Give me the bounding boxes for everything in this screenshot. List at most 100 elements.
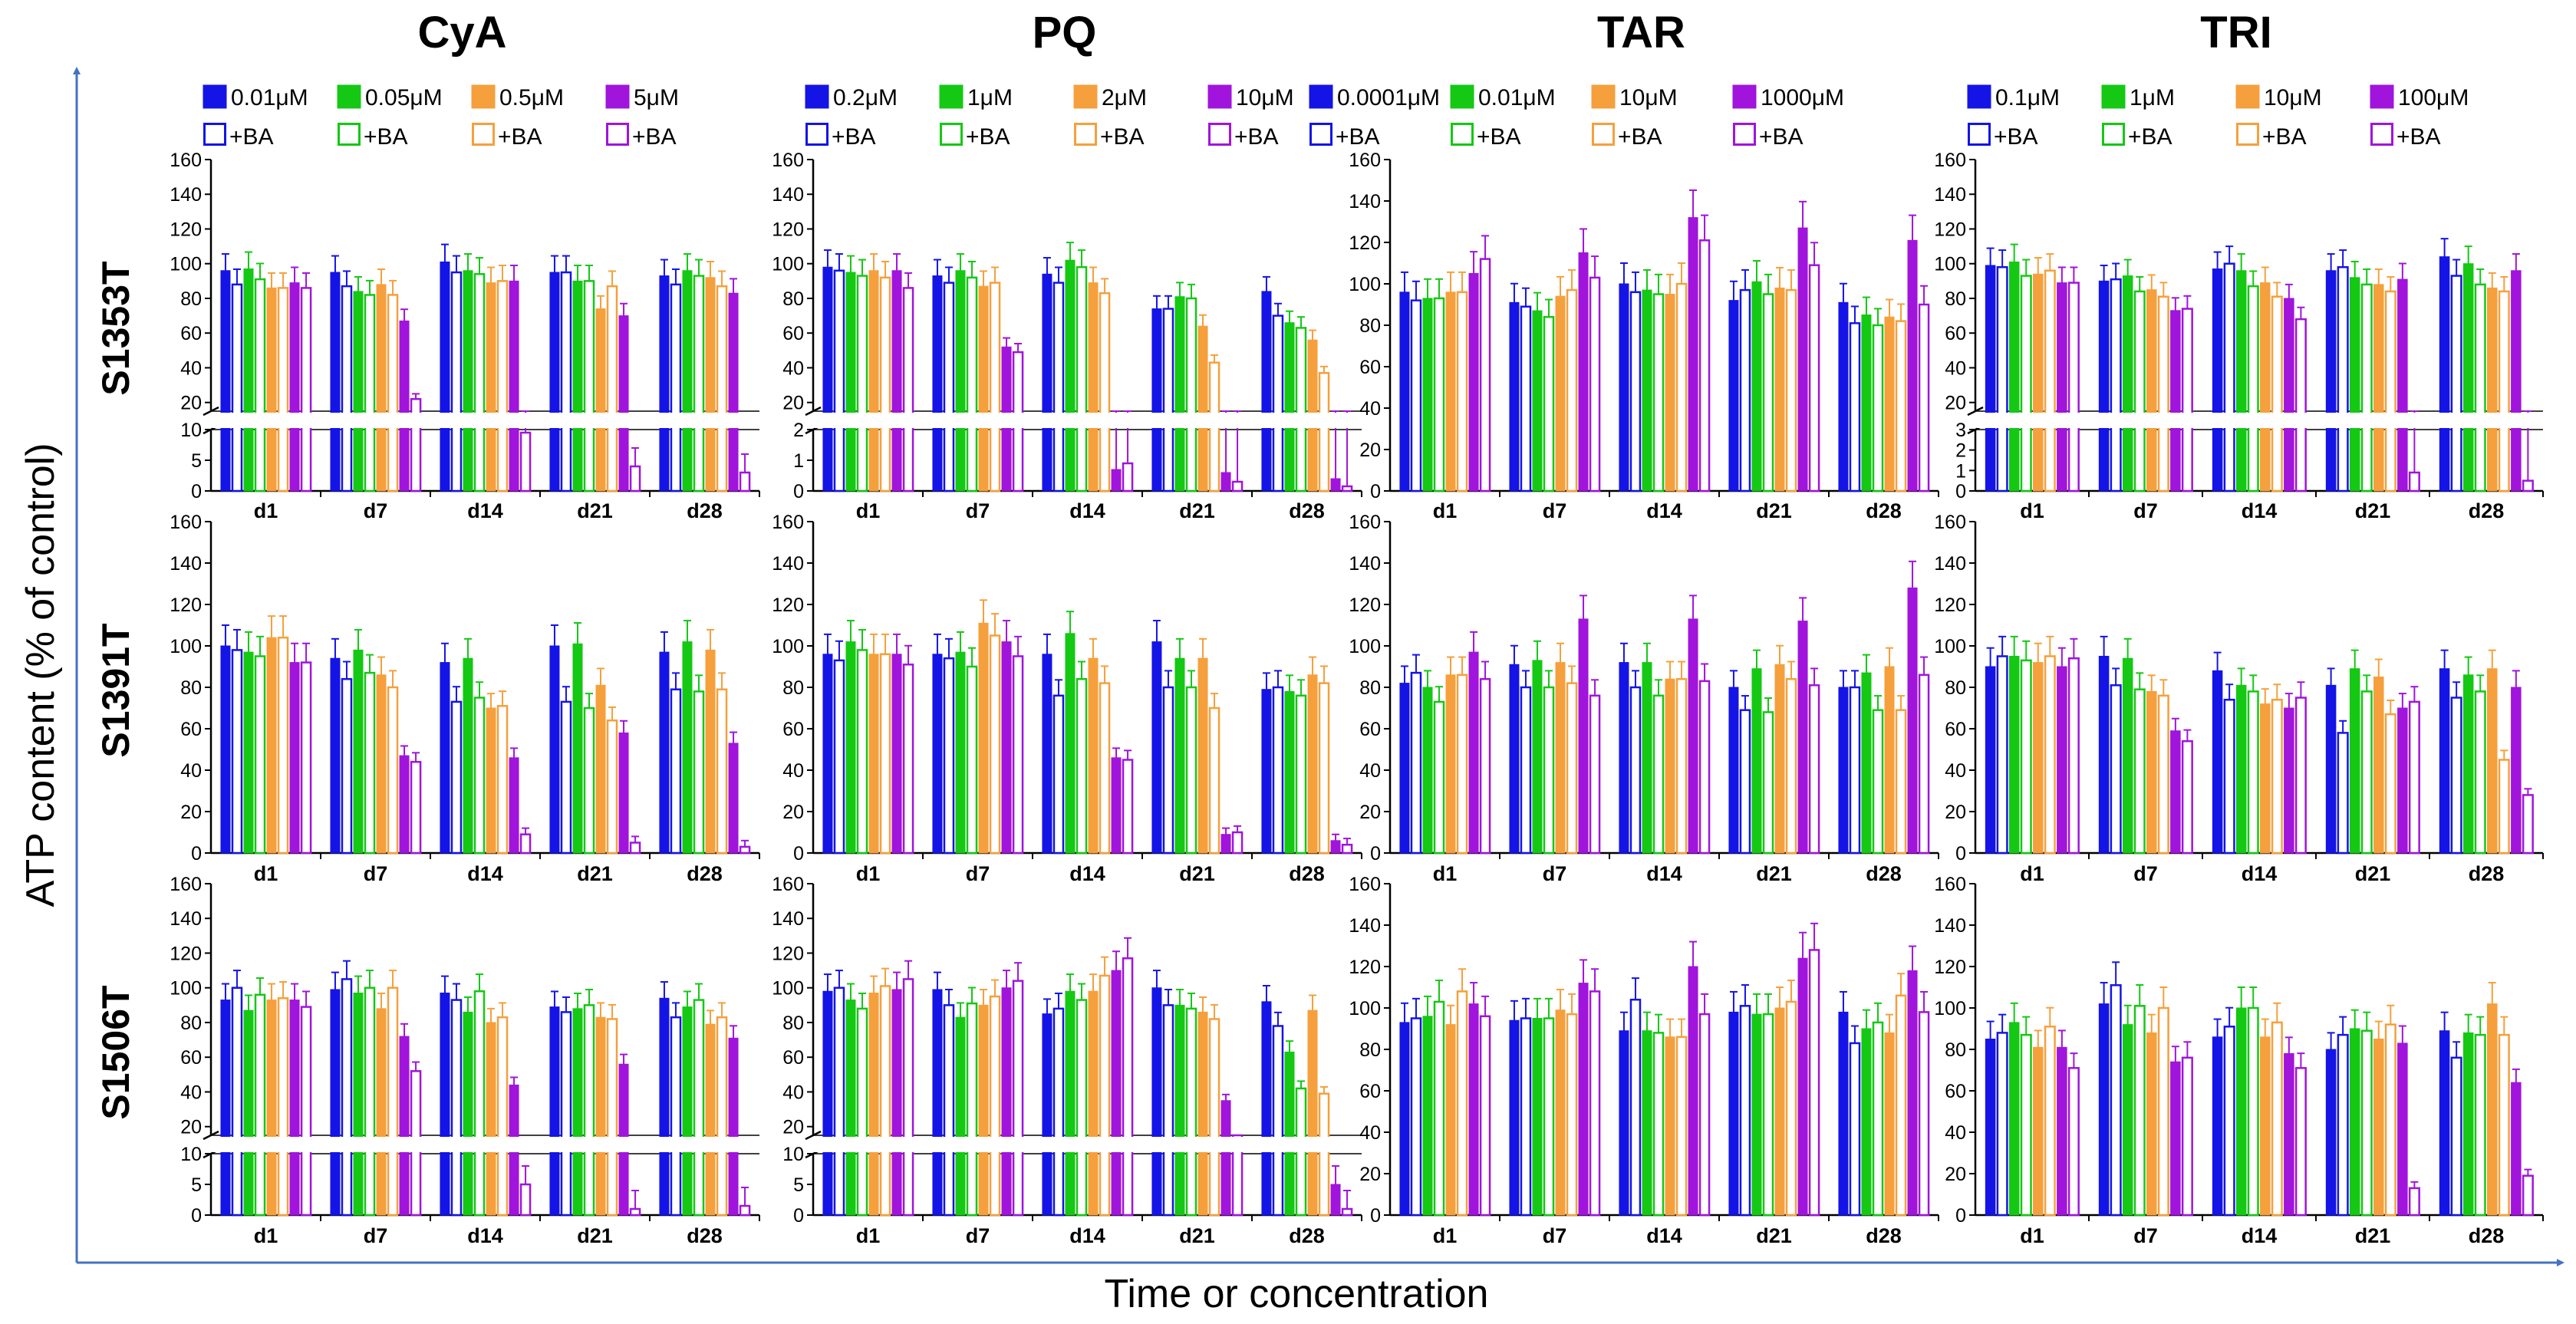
y-tick-label: 40 (1359, 398, 1381, 420)
bar-d28-s1 (1849, 1042, 1861, 1217)
bar-d1-s5 (2044, 655, 2056, 855)
bar-d14-s0 (1042, 1013, 1052, 1216)
bar-d7-s3 (2133, 290, 2146, 492)
y-tick-label: 140 (772, 184, 804, 206)
bar-d1-s1 (1996, 265, 2008, 492)
bar-d28-s2 (682, 1006, 693, 1216)
bar-d28-s4 (2487, 287, 2498, 492)
y-tick-label: 20 (782, 1117, 804, 1138)
bar-d21-s7 (1808, 949, 1820, 1217)
y-tick-label: 120 (170, 943, 202, 964)
bar-d21-s2 (572, 280, 583, 492)
y-tick-label: 60 (1945, 1081, 1966, 1102)
bar-d14-s6 (1688, 217, 1698, 492)
x-tick-label-d1: d1 (856, 499, 881, 522)
bar-d1-s2 (243, 651, 254, 854)
x-tick-label-d28: d28 (687, 1224, 723, 1247)
bar-d14-s5 (496, 1016, 509, 1217)
legend-swatch-open (1309, 123, 1332, 146)
bar-d21-s6 (1797, 957, 1808, 1216)
legend-swatch-open (940, 123, 963, 146)
bar-d21-s3 (1762, 711, 1774, 855)
bar-d14-s5 (1675, 677, 1688, 855)
bar-d14-s3 (1076, 265, 1088, 492)
x-tick-label-d1: d1 (254, 499, 278, 522)
column-title-cya: CyA (417, 8, 506, 58)
bar-d21-s1 (1162, 686, 1174, 855)
y-tick-label: 120 (1934, 219, 1966, 240)
bar-d21-s1 (1162, 308, 1174, 492)
y-tick-label: 120 (1349, 232, 1381, 254)
legend-swatch-filled (1967, 84, 1991, 109)
bar-d21-s5 (606, 1018, 618, 1217)
bar-d14-s4 (486, 707, 496, 854)
legend-label: 2μM (1102, 85, 1147, 110)
legend-swatch-filled (605, 84, 630, 109)
legend-swatch-filled (1591, 84, 1616, 109)
y-tick-label: 100 (1349, 998, 1381, 1019)
panel-pq-s1391t: 0 20 40 60 80 100 120 140 160 d1 d7 d14 d21 d28 (772, 512, 1362, 885)
bar-d1-s0 (822, 654, 833, 854)
y-tick-label: 60 (180, 719, 202, 740)
y-tick-label: 2 (793, 420, 804, 441)
legend-label: 0.05μM (365, 85, 443, 110)
bar-d21-s4 (2373, 1039, 2384, 1216)
bar-d28-s1 (1849, 686, 1861, 855)
bar-d14-s5 (2271, 698, 2283, 855)
bar-d14-s5 (496, 280, 509, 492)
bar-d14-s7 (2294, 697, 2307, 855)
bar-d14-s4 (1088, 657, 1099, 854)
y-tick-label: 140 (1349, 915, 1381, 937)
legend-label-ba: +BA (2396, 124, 2441, 150)
bar-d7-s2 (353, 291, 364, 492)
y-tick-label: 10 (180, 420, 202, 441)
bar-d21-s0 (2325, 684, 2337, 854)
bar-d1-s1 (833, 986, 845, 1217)
bar-d1-s2 (845, 272, 856, 492)
legend-swatch-open (472, 123, 495, 146)
bar-d1-s4 (266, 287, 277, 492)
bar-d28-s4 (705, 277, 716, 492)
row-label-s1506t: S1506T (94, 985, 137, 1119)
bar-d1-s4 (266, 637, 277, 854)
x-tick-label-d14: d14 (1646, 499, 1682, 522)
bar-d14-s0 (1042, 273, 1052, 492)
bar-d28-s3 (2474, 690, 2486, 855)
bar-d7-s4 (1555, 1009, 1566, 1216)
x-tick-label-d7: d7 (966, 1224, 990, 1247)
bar-d28-s5 (1895, 709, 1907, 855)
bar-d7-s5 (387, 686, 399, 855)
bar-d14-s4 (2260, 1036, 2271, 1216)
y-tick-label: 0 (191, 1205, 202, 1227)
bar-d28-s7 (739, 845, 751, 855)
x-tick-label-d14: d14 (2242, 1224, 2278, 1247)
bar-d21-s5 (2384, 1023, 2396, 1217)
bar-d1-s2 (845, 641, 856, 854)
bar-d1-s4 (868, 993, 879, 1216)
bar-d14-s5 (1675, 1036, 1688, 1217)
bar-d21-s3 (1185, 297, 1197, 492)
legend-label: 0.1μM (1995, 85, 2060, 110)
bar-d14-s7 (2294, 318, 2307, 492)
bar-d7-s2 (2122, 275, 2133, 492)
bar-d21-s3 (1762, 293, 1774, 492)
y-tick-label: 160 (170, 874, 202, 895)
legend-swatch-filled (1073, 84, 1098, 109)
x-tick-label-d21: d21 (1179, 499, 1215, 522)
legend-swatch-filled (2101, 84, 2126, 109)
bar-d14-s4 (1665, 1036, 1675, 1216)
bar-d1-s2 (2008, 656, 2020, 854)
y-tick-label: 80 (782, 1013, 804, 1034)
bar-d1-s7 (2067, 657, 2080, 855)
y-tick-label: 0 (1955, 1205, 1966, 1227)
bar-d7-s5 (1566, 1013, 1578, 1217)
bar-d7-s3 (364, 671, 376, 855)
bar-d1-s1 (1996, 655, 2008, 855)
bar-d28-s4 (1884, 1032, 1895, 1216)
bar-d28-s1 (670, 283, 682, 492)
bar-d1-s7 (902, 664, 914, 855)
bar-d21-s3 (2360, 690, 2373, 855)
y-tick-label: 140 (170, 184, 202, 206)
y-tick-label: 160 (772, 512, 804, 533)
